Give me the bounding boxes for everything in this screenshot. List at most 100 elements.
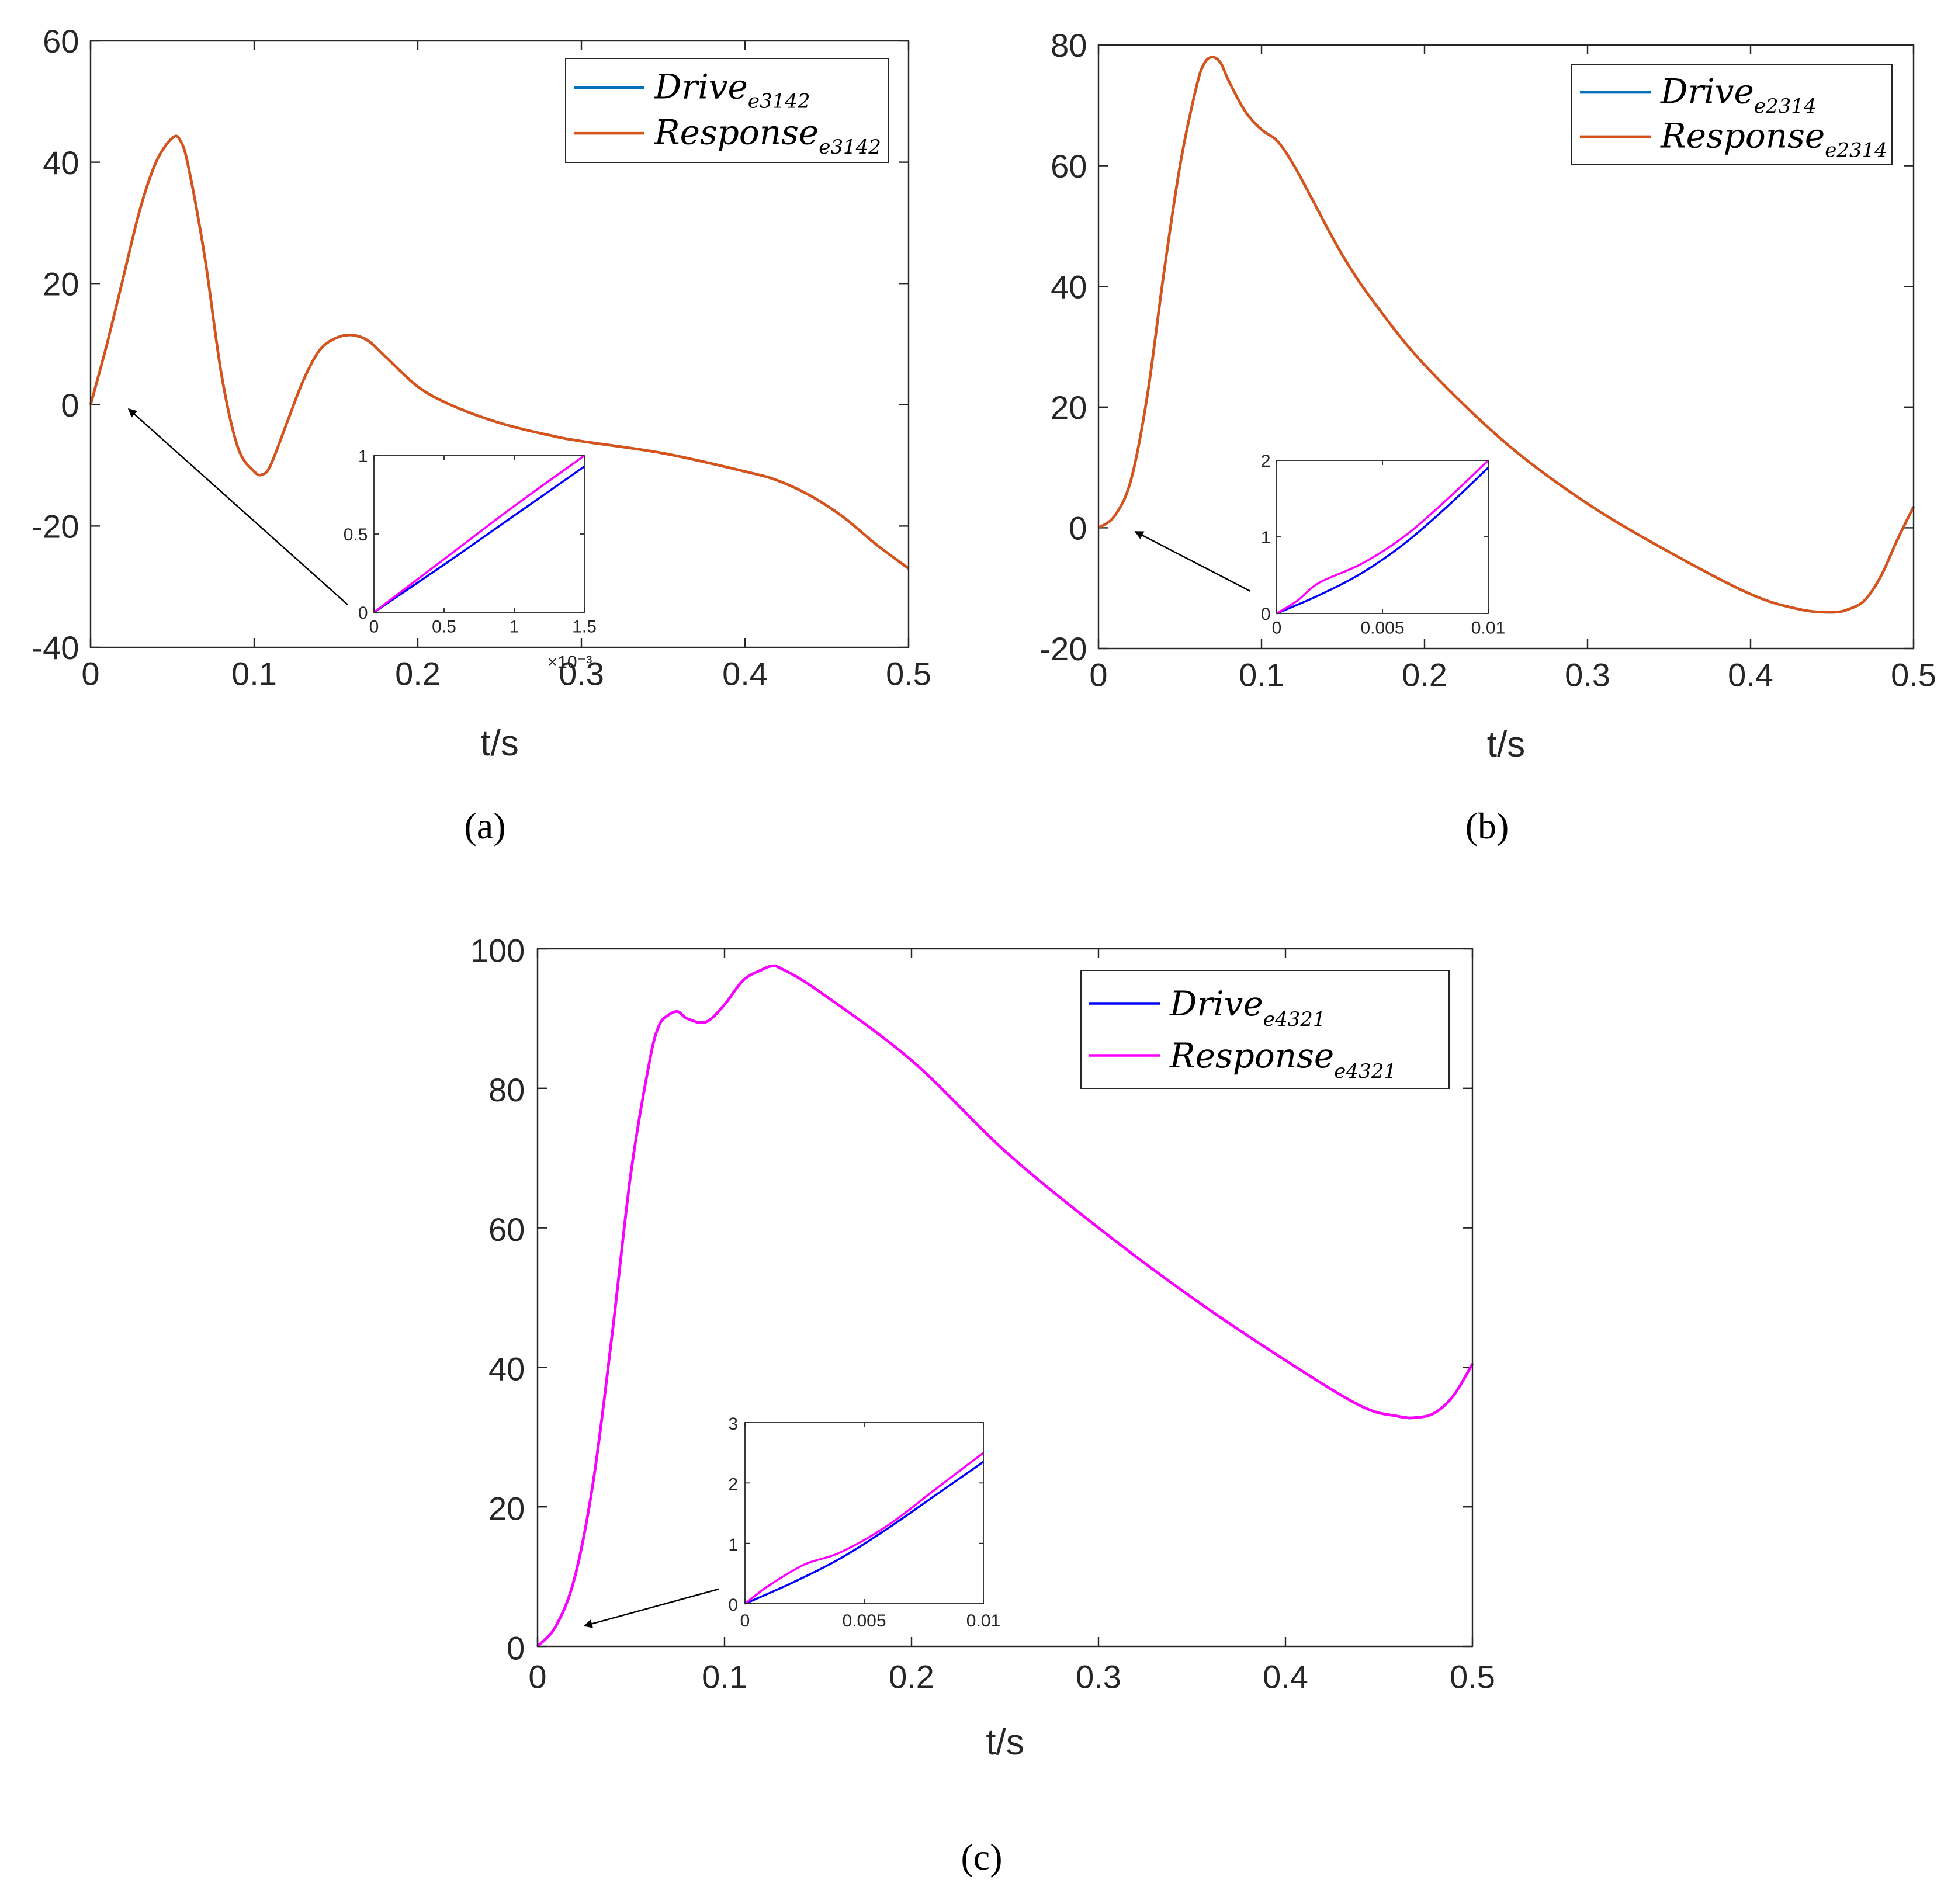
x-tick-label: 0.5	[1891, 656, 1936, 693]
inset-series-line-response	[744, 1452, 985, 1605]
legend-subscript: e4321	[1334, 1060, 1396, 1083]
y-tick-label: 60	[43, 23, 79, 60]
x-axis-label: t/s	[1487, 724, 1525, 765]
axes-frame	[89, 40, 910, 648]
zoom-arrow	[583, 1588, 719, 1628]
x-tick-label: 0.4	[1263, 1658, 1308, 1695]
x-tick-label: 0.3	[559, 655, 604, 692]
inset-axes-frame	[1276, 460, 1489, 614]
inset-x-tick-label: 0.01	[1471, 619, 1505, 638]
x-tick-label: 0.2	[889, 1658, 934, 1695]
y-tick-label: 60	[1051, 148, 1087, 185]
y-tick-label: -20	[32, 508, 79, 545]
inset: 0 0.5 1 1.5 0 0.5 1 ×10⁻³	[344, 447, 597, 672]
y-tick-label: 60	[488, 1211, 525, 1248]
y-tick-label: 0	[1069, 510, 1087, 547]
inset-x-tick-label: 0.5	[432, 618, 456, 637]
y-tick-label: 20	[488, 1490, 525, 1527]
x-tick-label: 0.5	[886, 655, 931, 692]
inset-y-tick-label: 1	[728, 1535, 738, 1555]
inset-x-tick-label: 0.005	[1360, 619, 1404, 638]
x-tick-label: 0	[81, 655, 99, 692]
legend-box	[1080, 970, 1450, 1089]
panel-c: 0 0.1 0.2 0.3 0.4 0.5020406080100t/sDrivee432…	[470, 932, 1495, 1878]
inset-series-line-drive	[373, 466, 585, 613]
inset-x-tick-label: 0	[1272, 619, 1282, 638]
inset-y-tick-label: 0.5	[344, 525, 368, 545]
legend-subscript: e3142	[748, 90, 810, 113]
legend-subscript: e2314	[1825, 139, 1887, 162]
inset-y-tick-label: 2	[728, 1475, 738, 1494]
inset-x-tick-label: 1.5	[572, 618, 597, 637]
x-tick-label: 0	[528, 1658, 546, 1695]
panel-a: 0 0.1 0.2 0.3 0.4 0.5 -40 -20 0 20 40 60 t/s Drivee31…	[32, 23, 931, 847]
axes-frame	[1097, 44, 1915, 650]
inset-y-tick-label: 1	[1261, 528, 1271, 547]
inset-y-tick-label: 0	[1261, 605, 1271, 624]
inset-x-tick-label: 0.005	[842, 1611, 886, 1631]
x-tick-label: 0.1	[231, 655, 277, 692]
x-axis-label: t/s	[986, 1722, 1024, 1763]
inset-series-line-drive	[744, 1461, 984, 1605]
inset-x-tick-label: 0	[369, 618, 379, 637]
x-tick-label: 0.2	[1402, 656, 1447, 693]
inset-plot-area	[745, 1423, 983, 1604]
panel-label: (c)	[961, 1836, 1002, 1878]
inset-y-tick-label: 1	[358, 447, 368, 466]
x-tick-label: 0.4	[722, 655, 768, 692]
inset-x-tick-label: 0	[740, 1611, 750, 1631]
panel-b: 0 0.1 0.2 0.3 0.4 0.5-20020406080t/sDrivee231…	[1039, 27, 1936, 847]
y-tick-label: 80	[1051, 27, 1087, 64]
inset-y-tick-label: 0	[728, 1596, 738, 1615]
legend-subscript: e4321	[1263, 1008, 1326, 1031]
inset-axes-frame	[744, 1422, 984, 1604]
x-tick-label: 0.1	[1239, 656, 1284, 693]
x-tick-label: 0	[1089, 656, 1107, 693]
y-tick-label: -40	[32, 629, 79, 666]
series-line-response	[89, 134, 910, 570]
series-line-response	[536, 964, 1474, 1648]
axes-frame	[536, 948, 1474, 1648]
x-tick-label: 0.5	[1450, 1658, 1495, 1695]
y-tick-label: 80	[488, 1071, 525, 1108]
inset-series-line-response	[373, 455, 585, 613]
x-tick-label: 0.2	[395, 655, 441, 692]
inset-x-exponent: ×10⁻³	[547, 653, 592, 672]
x-tick-label: 0.3	[1565, 656, 1610, 693]
legend-subscript: e3142	[819, 136, 881, 159]
series-line-response	[1097, 56, 1915, 614]
y-tick-label: 40	[1051, 268, 1087, 305]
inset-y-tick-label: 2	[1261, 452, 1271, 471]
legend-box	[565, 58, 889, 163]
inset-series-line-drive	[1276, 467, 1489, 615]
panel-label: (a)	[464, 805, 505, 847]
inset: 0 0.005 0.01 0 1 2 3	[728, 1414, 1000, 1631]
x-axis-label: t/s	[480, 723, 518, 764]
inset-series-line-response	[1276, 459, 1489, 615]
y-tick-label: -20	[1039, 630, 1087, 667]
y-tick-label: 40	[488, 1351, 525, 1388]
y-tick-label: 0	[507, 1629, 525, 1666]
legend-box	[1571, 64, 1893, 165]
legend-subscript: e2314	[1754, 95, 1817, 118]
x-tick-label: 0.1	[702, 1658, 747, 1695]
inset-axes-frame	[373, 455, 585, 613]
x-tick-label: 0.3	[1076, 1658, 1121, 1695]
panel-label: (b)	[1465, 805, 1509, 847]
inset-x-tick-label: 1	[510, 618, 519, 637]
inset-y-tick-label: 0	[358, 604, 368, 623]
inset-y-tick-label: 3	[728, 1414, 738, 1434]
zoom-arrow	[127, 408, 348, 605]
y-tick-label: 20	[1051, 389, 1087, 426]
y-tick-label: 0	[61, 387, 79, 424]
zoom-arrow	[1134, 530, 1251, 592]
y-tick-label: 40	[43, 144, 79, 181]
inset: 0 0.005 0.01 0 1 2	[1261, 452, 1505, 638]
y-tick-label: 20	[43, 265, 79, 302]
y-tick-label: 100	[470, 932, 525, 969]
x-tick-label: 0.4	[1728, 656, 1773, 693]
